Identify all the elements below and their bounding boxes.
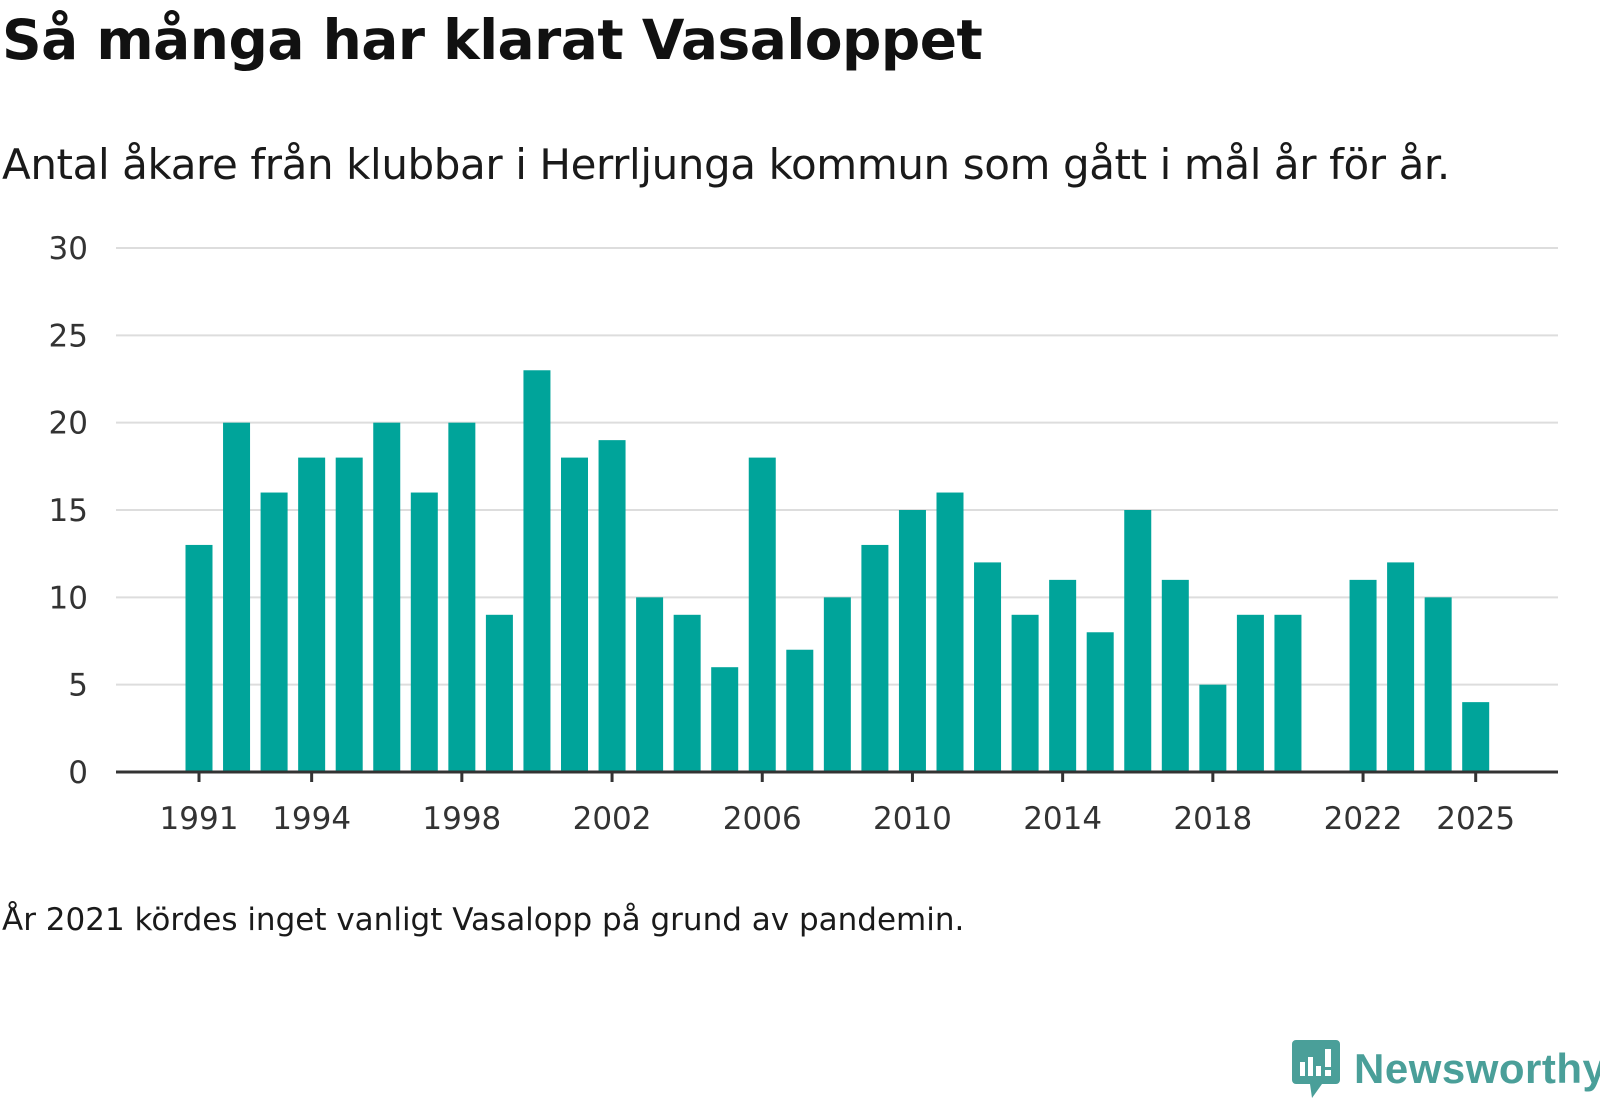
bar-1993 (260, 492, 288, 772)
chart-title: Så många har klarat Vasaloppet (2, 8, 983, 72)
bar-1998 (448, 422, 476, 772)
bar-2004 (673, 614, 701, 772)
bar-2006 (748, 457, 776, 772)
y-tick-label: 15 (49, 493, 88, 529)
x-tick-label: 2006 (723, 801, 802, 837)
bar-2001 (561, 457, 588, 772)
y-tick-label: 20 (49, 406, 88, 442)
bar-1997 (410, 492, 438, 772)
bar-2024 (1424, 597, 1452, 772)
bar-2000 (523, 370, 551, 772)
footnote: År 2021 kördes inget vanligt Vasalopp på… (2, 902, 965, 938)
y-tick-label: 30 (49, 231, 88, 267)
bar-1999 (485, 614, 513, 772)
bar-2012 (974, 562, 1002, 772)
x-tick-label: 2022 (1324, 801, 1403, 837)
bar-2020 (1274, 614, 1302, 772)
bar-2019 (1236, 614, 1264, 772)
bar-2009 (861, 544, 889, 772)
bar-2002 (598, 440, 626, 772)
x-tick-label: 1994 (272, 801, 351, 837)
bar-2022 (1349, 579, 1377, 772)
chart-subtitle: Antal åkare från klubbar i Herrljunga ko… (2, 140, 1450, 189)
bar-2017 (1161, 579, 1189, 772)
bar-2007 (786, 649, 814, 772)
x-tick-label: 1991 (160, 801, 239, 837)
x-axis-ticks: 1991 1994 1998 2002 2006 2010 2014 2018 2022 2025 (160, 772, 1515, 837)
x-tick-label: 2018 (1173, 801, 1252, 837)
bar-1992 (223, 422, 251, 772)
bar-1994 (298, 457, 326, 772)
x-tick-label: 1998 (422, 801, 501, 837)
x-tick-label: 2010 (873, 801, 952, 837)
brand-name: Newsworthy (1354, 1045, 1600, 1092)
brand-logo: Newsworthy (1292, 1040, 1600, 1098)
y-tick-label: 25 (49, 318, 88, 354)
bars (185, 370, 1490, 772)
bar-1996 (373, 422, 401, 772)
bar-2003 (636, 597, 664, 772)
bar-2015 (1086, 632, 1114, 772)
y-tick-label: 5 (68, 668, 88, 704)
bar-2008 (823, 597, 851, 772)
bar-2023 (1387, 562, 1415, 772)
bar-2018 (1199, 684, 1227, 772)
bar-2025 (1462, 702, 1490, 772)
bar-2005 (711, 667, 739, 772)
bar-2010 (898, 510, 926, 772)
newsworthy-logo-icon (1292, 1040, 1340, 1098)
x-tick-label: 2002 (573, 801, 652, 837)
x-tick-label: 2014 (1023, 801, 1102, 837)
bar-1991 (185, 544, 213, 772)
bar-1995 (335, 457, 363, 772)
y-axis-ticks: 0 5 10 15 20 25 30 (49, 231, 88, 791)
bar-2016 (1124, 510, 1152, 772)
bar-2013 (1011, 614, 1039, 772)
y-tick-label: 10 (49, 580, 88, 616)
x-tick-label: 2025 (1436, 801, 1515, 837)
bar-2011 (936, 492, 964, 772)
y-tick-label: 0 (68, 755, 88, 791)
bar-2014 (1049, 579, 1077, 772)
